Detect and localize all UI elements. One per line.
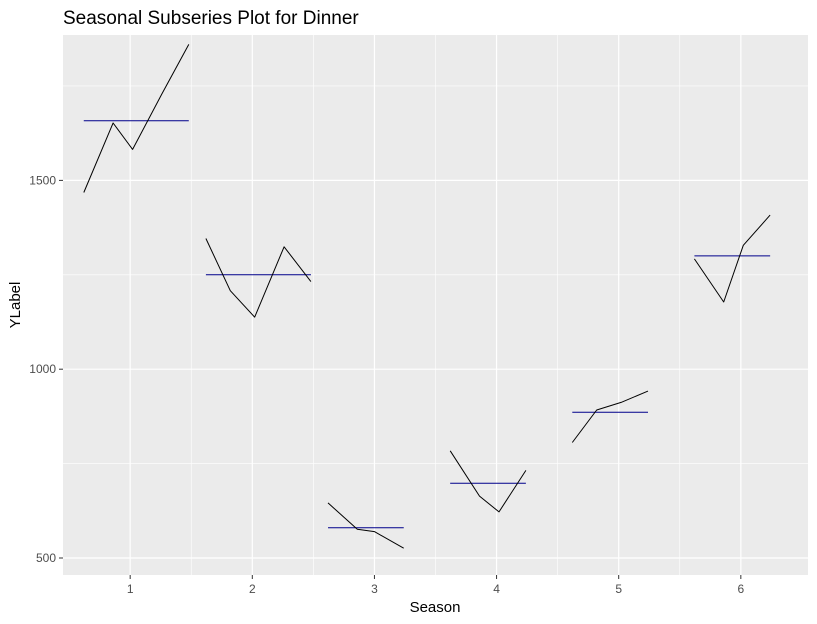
grid-lines (63, 35, 808, 575)
x-tick-label: 5 (615, 582, 622, 596)
y-tick-label: 1500 (29, 173, 56, 187)
y-tick-label: 500 (36, 551, 56, 565)
season-series (83, 44, 771, 549)
season-6-series-line (693, 214, 771, 303)
y-axis-title: YLabel (7, 282, 24, 329)
x-tick-label: 6 (737, 582, 744, 596)
x-tick-label: 4 (493, 582, 500, 596)
x-axis-title: Season (410, 599, 461, 616)
x-tick-label: 3 (371, 582, 378, 596)
x-tick-label: 1 (127, 582, 134, 596)
season-2-series-line (205, 238, 312, 318)
season-5-series-line (571, 390, 649, 443)
x-tick-label: 2 (249, 582, 256, 596)
tick-labels: 500 1000 1500 1 2 3 4 5 6 (29, 173, 744, 596)
season-4-series-line (449, 450, 527, 513)
season-3-series-line (327, 502, 404, 549)
y-tick-label: 1000 (29, 362, 56, 376)
chart-title: Seasonal Subseries Plot for Dinner (63, 8, 359, 29)
axis-ticks (59, 179, 742, 579)
season-1-series-line (83, 44, 190, 193)
